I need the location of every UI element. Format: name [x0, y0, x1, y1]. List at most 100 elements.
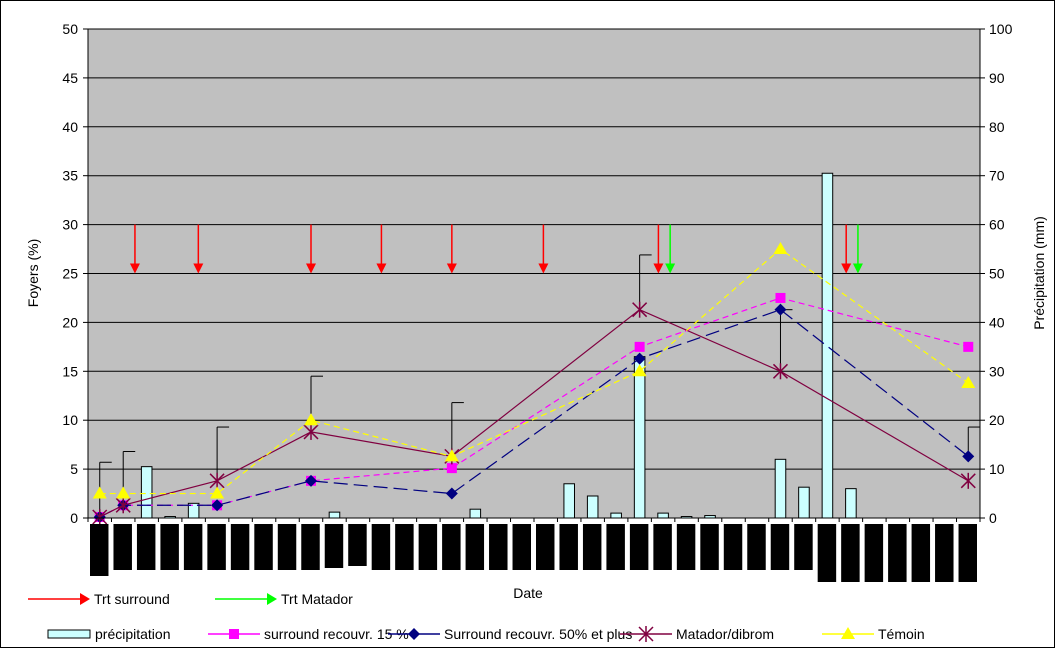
y2-tick-label: 100	[989, 21, 1013, 37]
series-marker-asterisk	[772, 363, 789, 380]
precipitation-bar	[469, 508, 482, 519]
date-label-block	[160, 524, 179, 570]
precipitation-bar	[845, 488, 857, 519]
arrow-head	[446, 263, 457, 274]
legend-treatment-arrowhead	[80, 593, 90, 605]
date-label-block	[277, 524, 297, 570]
date-label-block	[958, 524, 977, 582]
treatment-arrow	[306, 224, 316, 274]
legend-series-label: Témoin	[878, 626, 925, 642]
series-marker-square	[775, 292, 786, 303]
series-marker-square	[446, 463, 457, 474]
series-marker-asterisk	[209, 472, 225, 489]
y2-tick-label: 10	[989, 461, 1005, 477]
series-marker-asterisk	[92, 509, 108, 526]
treatment-arrow	[653, 224, 664, 274]
date-label-block	[629, 524, 649, 570]
series-marker-diamond	[962, 450, 975, 463]
treatment-arrow	[665, 224, 676, 274]
date-label-block	[489, 524, 508, 570]
precipitation-bar	[140, 466, 153, 519]
date-label-block	[230, 524, 250, 570]
date-label-block	[606, 524, 625, 570]
series-marker-diamond	[408, 628, 420, 640]
arrow-head	[538, 263, 549, 274]
date-label-block	[113, 524, 132, 570]
precipitation-bar	[328, 511, 341, 519]
treatment-arrow	[193, 224, 204, 274]
treatment-arrow	[376, 224, 387, 274]
date-label-block	[90, 524, 109, 576]
series-marker-square	[229, 629, 239, 639]
series-marker-triangle	[773, 242, 788, 255]
y2-tick-label: 50	[989, 266, 1005, 282]
y-tick-label: 15	[62, 363, 78, 379]
treatment-arrow	[129, 224, 140, 274]
y2-tick-label: 60	[989, 217, 1005, 233]
series-marker-triangle	[116, 486, 131, 499]
y2-axis-label: Précipitation (mm)	[1031, 216, 1047, 330]
y-tick-label: 20	[62, 314, 78, 330]
date-label-block	[442, 524, 461, 570]
y-tick-label: 35	[62, 168, 78, 184]
date-label-block	[723, 524, 743, 570]
treatment-arrow	[841, 224, 852, 274]
y-tick-label: 5	[70, 461, 78, 477]
arrow-head	[852, 263, 863, 274]
y2-tick-label: 20	[989, 412, 1005, 428]
series-marker-triangle	[92, 486, 107, 499]
y2-tick-label: 90	[989, 70, 1005, 86]
treatment-arrow	[852, 224, 863, 274]
precipitation-bar	[774, 458, 787, 519]
date-label-block	[770, 524, 790, 570]
legend-treatment-label: Trt Matador	[281, 591, 353, 607]
date-label-block	[207, 524, 226, 570]
treatment-arrow	[446, 224, 457, 274]
series-marker-triangle	[210, 486, 225, 499]
legend-treatment-label: Trt surround	[94, 591, 170, 607]
series-marker-diamond	[445, 487, 458, 500]
arrow-head	[841, 263, 852, 274]
arrow-head	[306, 263, 316, 274]
series-marker-asterisk	[115, 497, 131, 514]
series-marker-diamond	[211, 499, 224, 512]
series-marker-square	[963, 341, 974, 352]
series-line	[99, 308, 969, 518]
arrow-head	[665, 263, 676, 274]
date-label-block	[512, 524, 531, 570]
series-marker-triangle	[961, 376, 976, 389]
treatment-arrow	[538, 224, 549, 274]
date-label-block	[136, 524, 156, 570]
date-label-block	[841, 524, 860, 582]
precipitation-bar	[586, 495, 599, 519]
date-label-block	[676, 524, 696, 570]
series-marker-diamond	[633, 352, 646, 365]
date-label-block	[301, 524, 320, 570]
date-label-block	[935, 524, 954, 582]
series-marker-triangle	[444, 449, 459, 462]
date-label-block	[395, 524, 414, 570]
series-marker-diamond	[305, 474, 317, 487]
y-tick-label: 50	[62, 21, 78, 37]
date-label-block	[653, 524, 672, 570]
date-label-block	[817, 524, 837, 582]
date-label-block	[864, 524, 884, 582]
series-marker-square	[634, 341, 645, 352]
series-marker-asterisk	[303, 423, 319, 440]
arrow-head	[193, 263, 204, 274]
y-tick-label: 25	[62, 266, 78, 282]
y-axis-label: Foyers (%)	[25, 239, 41, 307]
y2-tick-label: 70	[989, 168, 1005, 184]
legend-series-label: Matador/dibrom	[676, 626, 774, 642]
y-tick-label: 40	[62, 119, 78, 135]
x-axis-label: Date	[513, 585, 543, 601]
date-label-block	[371, 524, 391, 570]
date-label-block	[254, 524, 273, 570]
precipitation-bar	[798, 486, 810, 519]
y-tick-label: 45	[62, 70, 78, 86]
y2-tick-label: 30	[989, 363, 1005, 379]
date-label-block	[559, 524, 578, 570]
arrow-head	[129, 263, 140, 274]
